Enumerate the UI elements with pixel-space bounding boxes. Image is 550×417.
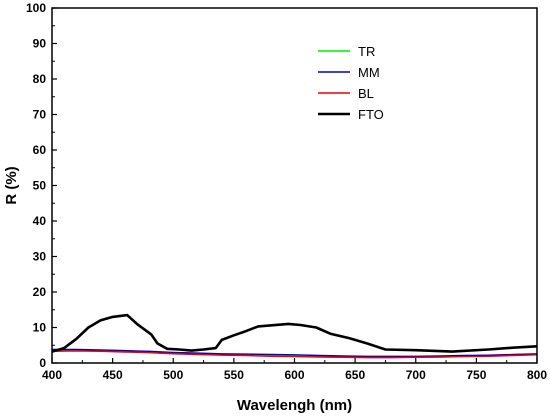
- y-tick-label: 0: [39, 356, 46, 370]
- x-tick-label: 600: [284, 368, 304, 382]
- plot-area-frame: [51, 7, 538, 364]
- y-tick-label: 70: [33, 108, 47, 122]
- x-tick-label: 650: [345, 368, 365, 382]
- x-axis-title: Wavelengh (nm): [237, 397, 352, 414]
- series-layer: [51, 313, 538, 359]
- series-line-mm: [52, 348, 538, 357]
- x-tick-label: 500: [163, 368, 183, 382]
- x-tick-label: 450: [103, 368, 123, 382]
- series-line-fto: [51, 313, 538, 353]
- y-tick-label: 100: [26, 1, 46, 15]
- y-tick-label: 50: [33, 179, 47, 193]
- y-tick-label: 10: [33, 321, 47, 335]
- legend-label-fto: FTO: [358, 107, 384, 122]
- y-tick-label: 90: [33, 37, 47, 51]
- y-tick-label: 80: [33, 72, 47, 86]
- legend-label-bl: BL: [358, 86, 374, 101]
- x-tick-label: 550: [224, 368, 244, 382]
- legend-label-mm: MM: [358, 65, 380, 80]
- x-tick-label: 400: [42, 368, 62, 382]
- ticks-layer: 400 450 500 550 600 650 700 750 800 0 10 20 30 40 50 60…: [26, 1, 547, 382]
- x-tick-label: 750: [466, 368, 486, 382]
- y-axis-title: R (%): [3, 166, 20, 204]
- x-tick-label: 700: [406, 368, 426, 382]
- legend-label-tr: TR: [358, 44, 375, 59]
- y-tick-label: 20: [33, 285, 47, 299]
- y-tick-label: 40: [33, 214, 47, 228]
- x-tick-label: 800: [527, 368, 547, 382]
- y-tick-label: 30: [33, 250, 47, 264]
- legend: TR MM BL FTO: [318, 44, 384, 122]
- series-line-bl: [51, 350, 538, 359]
- y-tick-label: 60: [33, 143, 47, 157]
